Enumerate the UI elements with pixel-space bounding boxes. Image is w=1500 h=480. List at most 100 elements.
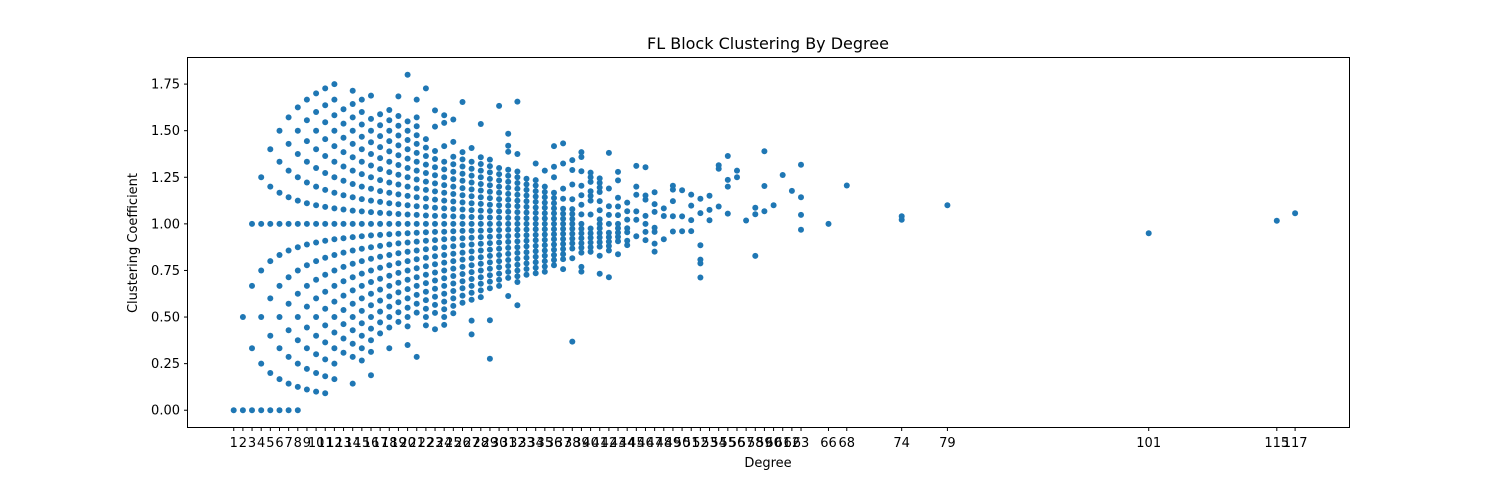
data-point [477, 220, 484, 227]
data-point [313, 332, 320, 339]
data-point [532, 231, 539, 238]
data-point [578, 225, 585, 232]
data-point [413, 238, 420, 245]
data-point [450, 265, 457, 272]
data-point [486, 208, 493, 214]
data-point [331, 205, 338, 212]
data-point [706, 206, 713, 213]
data-point [514, 197, 521, 204]
data-point [303, 220, 310, 227]
data-point [587, 211, 594, 218]
data-point [486, 233, 493, 240]
data-point [477, 161, 484, 167]
data-point [404, 71, 411, 78]
data-point [322, 203, 329, 210]
data-point [239, 314, 246, 320]
data-point [340, 149, 347, 156]
data-point [441, 228, 448, 235]
data-point [468, 276, 475, 282]
data-point [230, 407, 237, 414]
data-point [633, 191, 640, 198]
data-point [523, 220, 530, 227]
x-tick-label: 12 [326, 436, 343, 451]
data-point [331, 143, 338, 150]
data-point [587, 169, 594, 176]
y-axis-label: Clustering Coefficient [126, 173, 141, 313]
data-point [377, 166, 384, 173]
data-point [331, 314, 338, 320]
data-point [322, 356, 329, 363]
data-point [313, 165, 320, 171]
x-tick-label: 2 [239, 436, 247, 451]
data-point [788, 187, 795, 194]
data-point [313, 351, 320, 358]
data-point [514, 255, 521, 262]
data-point [596, 230, 603, 236]
data-point [395, 191, 402, 198]
data-point [505, 220, 512, 227]
data-point [432, 309, 438, 316]
data-point [313, 388, 320, 395]
data-point [633, 183, 640, 190]
data-point [459, 249, 466, 256]
data-point [551, 231, 557, 238]
data-point [413, 167, 420, 174]
data-point [505, 178, 512, 185]
data-point [441, 252, 448, 258]
data-point [651, 228, 658, 235]
data-point [413, 220, 420, 227]
data-point [413, 353, 420, 360]
data-point [358, 96, 365, 103]
data-point [569, 220, 576, 227]
data-point [358, 357, 365, 364]
data-point [432, 180, 438, 187]
data-point [404, 230, 411, 237]
data-point [724, 153, 731, 159]
data-point [496, 264, 503, 271]
x-tick-label: 27 [463, 436, 480, 451]
data-point [541, 247, 548, 254]
data-point [532, 242, 539, 249]
data-point [404, 146, 411, 153]
data-point [368, 267, 374, 274]
data-point [486, 175, 493, 182]
data-point [358, 171, 365, 178]
data-point [313, 295, 320, 302]
data-point [249, 220, 255, 227]
data-point [551, 236, 557, 243]
data-point [697, 242, 704, 249]
data-point [386, 127, 393, 134]
data-point [551, 189, 557, 196]
data-point [349, 353, 356, 360]
data-point [468, 227, 475, 234]
data-point [368, 127, 374, 134]
data-point [532, 160, 539, 167]
data-point [377, 188, 384, 195]
data-point [587, 244, 594, 251]
data-point [249, 407, 255, 414]
data-point [569, 225, 576, 232]
data-point [422, 237, 429, 244]
data-point [294, 290, 301, 297]
data-point [358, 233, 365, 240]
data-point [761, 208, 768, 215]
data-point [459, 192, 466, 199]
data-point [605, 234, 612, 241]
data-point [303, 200, 310, 207]
data-point [532, 204, 539, 211]
data-point [395, 250, 402, 257]
data-point [395, 132, 402, 139]
data-point [587, 225, 594, 232]
data-point [368, 185, 374, 192]
data-point [285, 114, 292, 121]
x-tick-label: 52 [692, 436, 709, 451]
data-point [395, 201, 402, 208]
data-point [496, 233, 503, 240]
x-tick-label: 21 [408, 436, 425, 451]
data-point [496, 282, 503, 289]
data-point [340, 263, 347, 270]
y-tick-label: 1.00 [151, 217, 180, 232]
data-point [541, 226, 548, 233]
data-point [523, 271, 530, 278]
data-point [349, 327, 356, 334]
